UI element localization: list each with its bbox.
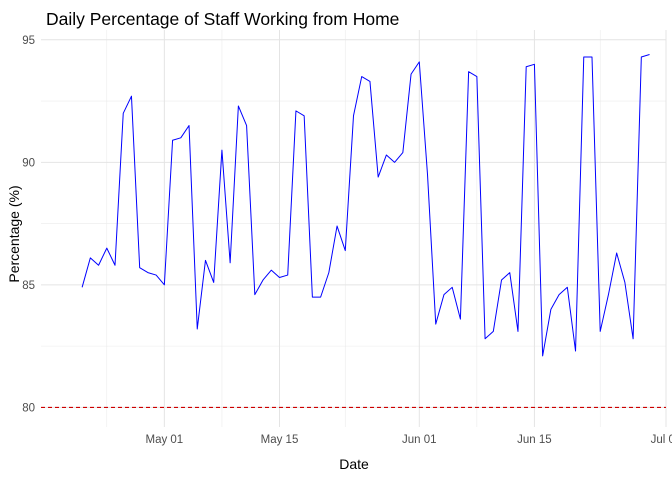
y-tick-label: 85 [22, 280, 35, 292]
x-tick-label: Jul 01 [651, 434, 672, 446]
y-tick-label: 90 [22, 157, 35, 169]
x-axis-title: Date [339, 456, 369, 472]
x-tick-label: Jun 01 [402, 434, 437, 446]
series-layer [81, 54, 650, 357]
x-tick-label: May 01 [145, 434, 183, 446]
major-gridlines [41, 30, 667, 427]
y-tick-label: 80 [22, 402, 35, 414]
x-axis-tick-labels: May 01 May 15 Jun 01 Jun 15 Jul 01 [145, 434, 672, 446]
series-line [81, 54, 650, 357]
minor-gridlines [41, 30, 666, 427]
y-axis-tick-labels: 80 85 90 95 [22, 35, 35, 415]
y-axis-title: Percentage (%) [6, 185, 22, 282]
x-tick-label: Jun 15 [517, 434, 552, 446]
y-tick-label: 95 [22, 35, 35, 47]
x-tick-label: May 15 [261, 434, 299, 446]
chart-title: Daily Percentage of Staff Working from H… [46, 9, 399, 29]
